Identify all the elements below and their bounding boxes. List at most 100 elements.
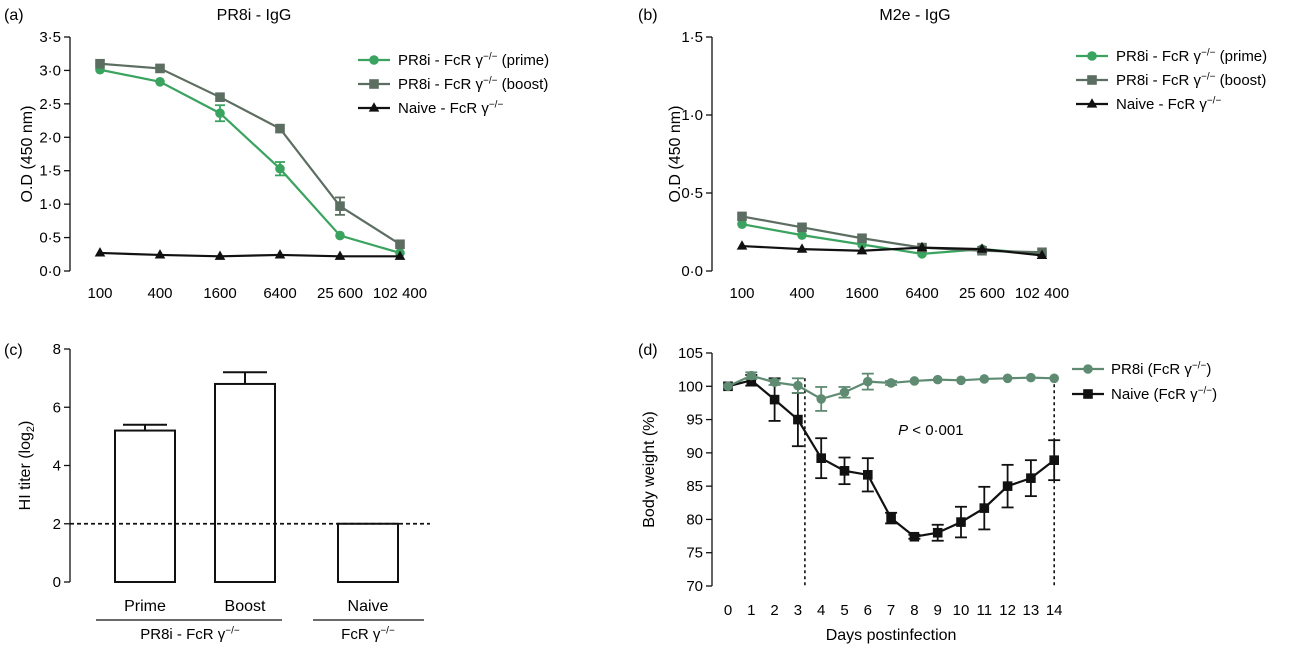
panel-b-series-1 — [737, 219, 1047, 259]
panel-c-x-tick-label: Prime — [124, 598, 166, 615]
panel-d-point — [793, 414, 803, 425]
panel-a-point — [215, 92, 225, 102]
panel-b-x-tick-label: 100 — [729, 285, 754, 302]
panel-b-legend-label: Naive - FcR γ−/− — [1116, 95, 1221, 113]
panel-d-y-tick-label: 90 — [686, 445, 703, 462]
panel-a-point — [155, 63, 165, 74]
panel-a-legend-label: Naive - FcR γ−/− — [398, 99, 503, 117]
panel-c-error-bar — [223, 371, 267, 384]
panel-c-y-tick-label: 0 — [53, 574, 61, 591]
panel-c-y-label: HI titer (log2) — [17, 421, 37, 511]
panel-d-point — [1002, 373, 1013, 384]
panel-a-x-tick-label: 6400 — [263, 285, 296, 302]
panel-c-y-tick-label: 2 — [53, 516, 61, 533]
panel-d-y-tick-label: 100 — [678, 378, 703, 395]
panel-b-legend-label: PR8i - FcR γ−/− (boost) — [1116, 71, 1266, 89]
panel-d-point — [1026, 372, 1036, 383]
panel-b-point — [797, 222, 807, 233]
panel-a-point — [95, 58, 105, 69]
panel-a-label: (a) — [4, 7, 24, 24]
panel-d-y-tick-label: 85 — [686, 478, 703, 495]
panel-a-point — [395, 239, 405, 250]
panel-d-x-tick-label: 5 — [840, 602, 848, 619]
panel-d-x-tick-label: 4 — [817, 602, 825, 619]
panel-b-title: M2e - IgG — [879, 7, 950, 24]
panel-d-x-tick-label: 10 — [953, 602, 970, 619]
panel-b-point — [856, 244, 868, 255]
panel-b-x-tick-label: 6400 — [905, 285, 938, 302]
panel-d-y-tick-label: 105 — [678, 345, 703, 362]
panel-b-point — [796, 243, 808, 253]
panel-b-label: (b) — [638, 7, 658, 24]
panel-d-y-tick-label: 95 — [686, 412, 703, 429]
panel-a-point — [214, 250, 226, 260]
panel-a-series-3-line — [99, 251, 400, 258]
panel-a-point — [335, 230, 345, 241]
panel-a-y-tick-label: 1·5 — [39, 163, 61, 180]
panel-b-x-tick-label: 102 400 — [1015, 285, 1069, 302]
panel-d-x-tick-label: 1 — [747, 602, 755, 619]
panel-c-y-tick-label: 6 — [53, 399, 61, 416]
panel-b-y-label: O.D (450 nm) — [667, 106, 684, 203]
panel-a-y-tick-label: 1·0 — [39, 196, 61, 213]
panel-c-chart: (c) HI titer (log2) 0 2 4 6 8 Prime Boost Naive PR… — [4, 341, 430, 643]
panel-a-x-tick-label: 102 400 — [373, 285, 427, 302]
panel-a-point — [275, 163, 285, 174]
panel-d-legend-label: Naive (FcR γ−/−) — [1111, 385, 1217, 403]
panel-a-y-label: O.D (450 nm) — [19, 106, 36, 203]
panel-d-point — [979, 374, 990, 384]
panel-a-legend-marker — [369, 79, 379, 89]
panel-d-point — [746, 370, 757, 381]
panel-b-y-tick-label: 0·0 — [681, 263, 703, 280]
panel-a-point — [335, 201, 345, 211]
panel-d-point — [956, 517, 966, 527]
panel-d-y-tick-label: 80 — [686, 511, 703, 528]
panel-b-legend-marker — [1086, 98, 1098, 108]
panel-a-x-tick-label: 400 — [147, 285, 172, 302]
panel-d-y-label: Body weight (%) — [641, 411, 658, 528]
panel-d-series-1 — [723, 370, 1059, 412]
panel-d-x-tick-label: 6 — [864, 602, 872, 619]
panel-d-y-tick-label: 70 — [686, 578, 703, 595]
panel-b-x-tick-label: 1600 — [845, 285, 878, 302]
panel-a-legend-label: PR8i - FcR γ−/− (prime) — [398, 51, 549, 69]
panel-d-point — [723, 381, 733, 392]
panel-c-y-tick-label: 8 — [53, 341, 61, 358]
panel-a-y-tick-label: 3·0 — [39, 62, 61, 79]
panel-d-point — [793, 380, 803, 391]
panel-b-point — [916, 241, 928, 252]
panel-a-x-tick-label: 1600 — [203, 285, 236, 302]
panel-b-legend-marker — [1087, 75, 1097, 85]
panel-d-legend-label: PR8i (FcR γ−/−) — [1111, 360, 1211, 378]
panel-d-x-tick-label: 7 — [887, 602, 895, 619]
panel-a-chart: (a) PR8i - IgG O.D (450 nm) 0·0 0·5 1·0 1·5 2·0… — [4, 7, 549, 302]
panel-d-point — [1049, 455, 1059, 465]
panel-d-x-tick-label: 8 — [910, 602, 918, 619]
panel-d-point — [909, 376, 920, 386]
panel-a-y-tick-label: 2·5 — [39, 96, 61, 113]
panel-d-legend-marker — [1083, 389, 1093, 399]
panel-a-y-tick-label: 0·0 — [39, 263, 61, 280]
panel-a-series-2-line — [99, 62, 401, 246]
panel-d-x-tick-label: 14 — [1046, 602, 1063, 619]
panel-c-y-tick-label: 4 — [53, 458, 61, 475]
panel-b-point — [797, 230, 807, 240]
panel-a-title: PR8i - IgG — [217, 7, 292, 24]
panel-c-bar — [114, 429, 176, 583]
panel-b-series-3 — [736, 240, 1048, 259]
panel-b-series-3-line — [741, 244, 1043, 257]
panel-d-point — [839, 387, 850, 398]
panel-b-chart: (b) M2e - IgG O.D (450 nm) 0·0 0·5 1·0 1·5 100 4… — [638, 7, 1267, 302]
panel-c-group-label: FcR γ−/− — [341, 625, 395, 643]
panel-a-x-tick-label: 25 600 — [317, 285, 363, 302]
panel-a-series-1-line — [99, 68, 401, 255]
panel-b-series-2-line — [741, 215, 1043, 254]
panel-a-legend-label: PR8i - FcR γ−/− (boost) — [398, 75, 548, 93]
panel-d-point — [932, 527, 943, 538]
panel-d-point — [769, 377, 780, 388]
panel-d-y-tick-label: 75 — [686, 545, 703, 562]
panel-a-point — [154, 249, 166, 259]
panel-d-point — [769, 394, 780, 405]
panel-d-point — [979, 503, 990, 513]
